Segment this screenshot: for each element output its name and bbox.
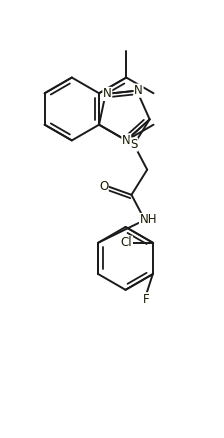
Text: O: O <box>99 180 108 193</box>
Text: N: N <box>122 134 131 147</box>
Text: Cl: Cl <box>121 236 132 249</box>
Text: F: F <box>142 293 149 306</box>
Text: N: N <box>103 88 112 100</box>
Text: N: N <box>134 84 143 97</box>
Text: S: S <box>130 138 138 151</box>
Text: NH: NH <box>140 213 157 226</box>
